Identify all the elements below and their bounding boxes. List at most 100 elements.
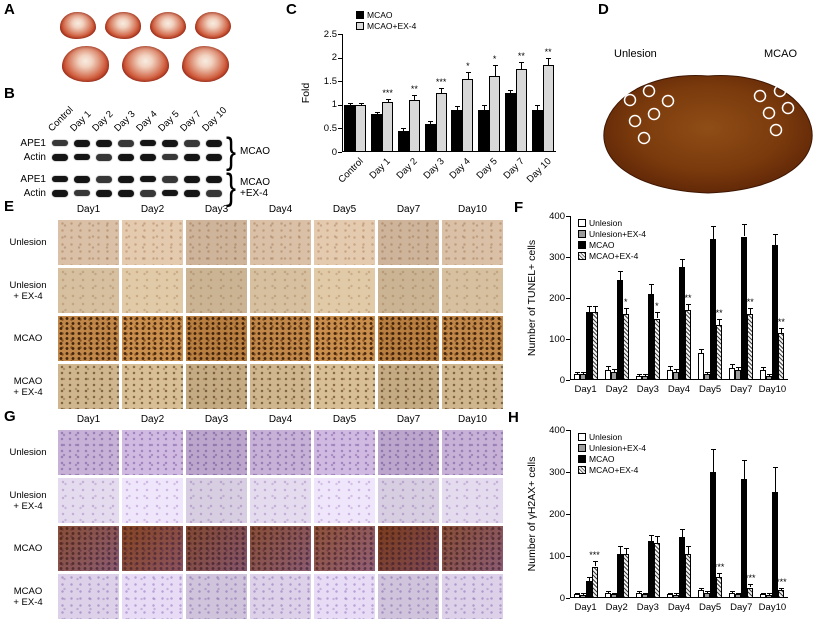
bar-unlesion-ex-4 — [735, 369, 742, 380]
y-tick-mark — [338, 152, 342, 153]
legend-swatch — [578, 241, 586, 249]
bar-mcao — [585, 581, 592, 598]
error-bar — [744, 224, 746, 237]
row-label-group: Unlesion — [9, 237, 47, 248]
blot-band — [140, 154, 156, 161]
brain-section-photo — [603, 74, 813, 194]
sampling-region-circle — [642, 84, 656, 98]
y-tick-mark — [566, 216, 570, 217]
bar-mcao-ex-4 — [685, 553, 691, 598]
lane-label: Day 2 — [90, 108, 116, 134]
legend-swatch — [578, 466, 586, 474]
y-tick-mark — [338, 81, 342, 83]
error-bar-cap — [761, 367, 767, 369]
y-tick-label: 1.5 — [323, 75, 337, 87]
x-tick-label: Day2 — [605, 384, 628, 395]
error-bar-cap — [636, 591, 642, 593]
error-bar — [732, 364, 734, 368]
error-bar — [719, 572, 721, 577]
blot-band — [206, 176, 222, 183]
micrograph — [442, 268, 503, 313]
protein-label: Actin — [23, 152, 46, 163]
error-bar — [707, 371, 709, 374]
bar-unlesion-ex-4 — [579, 373, 586, 380]
micrograph — [186, 478, 247, 523]
error-bar-cap — [642, 592, 648, 594]
micrograph — [122, 526, 183, 571]
error-bar-cap — [674, 369, 679, 371]
x-tick-label: Day5 — [699, 384, 722, 395]
brain-slice — [122, 46, 169, 82]
error-bar — [510, 89, 512, 93]
significance-marker: * — [492, 53, 497, 64]
sampling-region-circle — [628, 114, 642, 128]
bar-mcao — [616, 553, 623, 598]
micrograph — [314, 574, 375, 619]
error-bar-cap — [686, 545, 691, 547]
blot-band — [184, 190, 200, 197]
x-tick-label: Day 10 — [524, 156, 554, 186]
error-bar-cap — [674, 593, 679, 595]
blot-band — [74, 176, 90, 183]
error-bar-cap — [519, 62, 525, 64]
micrograph — [442, 574, 503, 619]
error-bar-cap — [574, 371, 580, 373]
error-bar-cap — [508, 89, 514, 91]
legend-item: Unlesion — [578, 218, 646, 228]
micrograph — [250, 574, 311, 619]
error-bar-cap — [586, 577, 592, 578]
micrograph — [58, 364, 119, 409]
micrograph — [378, 478, 439, 523]
lane-label: Day 7 — [178, 108, 204, 134]
error-bar-cap — [492, 64, 498, 66]
error-bar-cap — [439, 88, 445, 90]
bar-mcao-ex-4 — [747, 587, 754, 598]
error-bar — [594, 561, 596, 567]
bar-unlesion — [729, 367, 736, 380]
error-bar-cap — [773, 234, 779, 236]
micrograph — [314, 526, 375, 571]
bar-mcao-ex-4 — [591, 566, 598, 598]
blot-band — [52, 176, 68, 182]
sampling-region-circle — [762, 106, 776, 120]
error-bar-cap — [779, 327, 785, 329]
micrograph — [250, 316, 311, 361]
legend-label: MCAO+EX-4 — [367, 21, 417, 31]
blot-band — [96, 176, 112, 183]
error-bar — [430, 120, 432, 124]
legend-swatch — [578, 252, 586, 260]
legend-label: MCAO — [589, 454, 615, 464]
error-bar-cap — [767, 593, 773, 595]
protein-label: APE1 — [20, 174, 46, 185]
error-bar-cap — [454, 105, 460, 107]
bar-mcao-ex-4 — [653, 318, 660, 380]
significance-marker: * — [623, 297, 628, 308]
error-bar-cap — [748, 308, 754, 310]
bar-mcao — [424, 123, 436, 152]
bar-mcao-ex-4 — [685, 310, 691, 380]
y-tick-mark — [566, 298, 570, 299]
significance-marker: * — [466, 60, 470, 71]
y-tick-label: 100 — [549, 333, 565, 345]
blot-band — [52, 154, 68, 161]
micrograph — [442, 526, 503, 571]
panel-a-label: A — [4, 1, 15, 18]
y-tick-mark — [566, 339, 570, 340]
column-header-day: Day4 — [268, 204, 293, 215]
bar-unlesion — [760, 593, 767, 598]
error-bar — [656, 536, 658, 543]
blot-band — [118, 140, 134, 147]
error-bar-cap — [623, 308, 629, 310]
error-bar — [376, 111, 378, 115]
bar-unlesion — [667, 593, 673, 598]
legend-swatch — [578, 230, 586, 238]
micrograph — [314, 430, 375, 475]
blot-band — [118, 154, 134, 161]
error-bar — [775, 466, 777, 492]
error-bar — [483, 104, 485, 110]
significance-marker: *** — [776, 576, 787, 587]
error-bar — [682, 259, 683, 268]
error-bar-cap — [717, 572, 723, 574]
panel-f-label: F — [514, 199, 524, 216]
x-tick-label: Day1 — [574, 384, 597, 395]
